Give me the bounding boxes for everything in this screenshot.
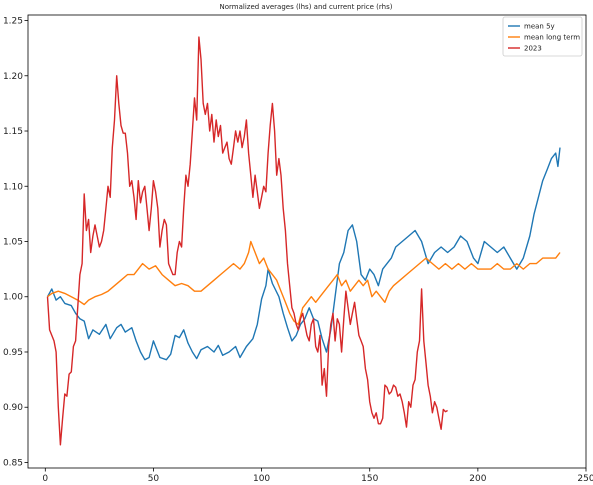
- series-lines: [46, 36, 561, 446]
- legend-entry: mean 5y: [524, 23, 555, 31]
- series-line-2: [47, 240, 561, 326]
- legend-box: [502, 16, 583, 57]
- x-tick-label: 50: [148, 474, 160, 484]
- legend-entry: mean long term: [524, 34, 580, 42]
- y-tick-label: 1.15: [3, 127, 23, 137]
- x-tick-label: 100: [253, 474, 270, 484]
- y-tick-label: 1.20: [3, 72, 23, 82]
- y-tick-label: 1.05: [3, 238, 23, 248]
- y-tick-label: 1.10: [3, 182, 23, 192]
- y-tick-label: 0.95: [3, 348, 23, 358]
- x-tick-label: 250: [577, 474, 593, 484]
- series-line-3: [46, 36, 448, 446]
- axis-ticks: 0 50 100 150 200 250 0.85 0.90 0.95 1.00 1.05 1.10 1…: [3, 17, 593, 484]
- x-tick-label: 150: [361, 474, 378, 484]
- y-tick-label: 1.00: [3, 293, 23, 303]
- y-tick-label: 0.85: [3, 458, 23, 468]
- legend: mean 5y mean long term 2023: [502, 16, 583, 57]
- x-tick-label: 0: [42, 474, 48, 484]
- x-tick-label: 200: [469, 474, 486, 484]
- chart-title: Normalized averages (lhs) and current pr…: [220, 3, 393, 11]
- y-tick-label: 0.90: [3, 403, 23, 413]
- y-tick-label: 1.25: [3, 17, 23, 27]
- legend-entry: 2023: [524, 45, 542, 53]
